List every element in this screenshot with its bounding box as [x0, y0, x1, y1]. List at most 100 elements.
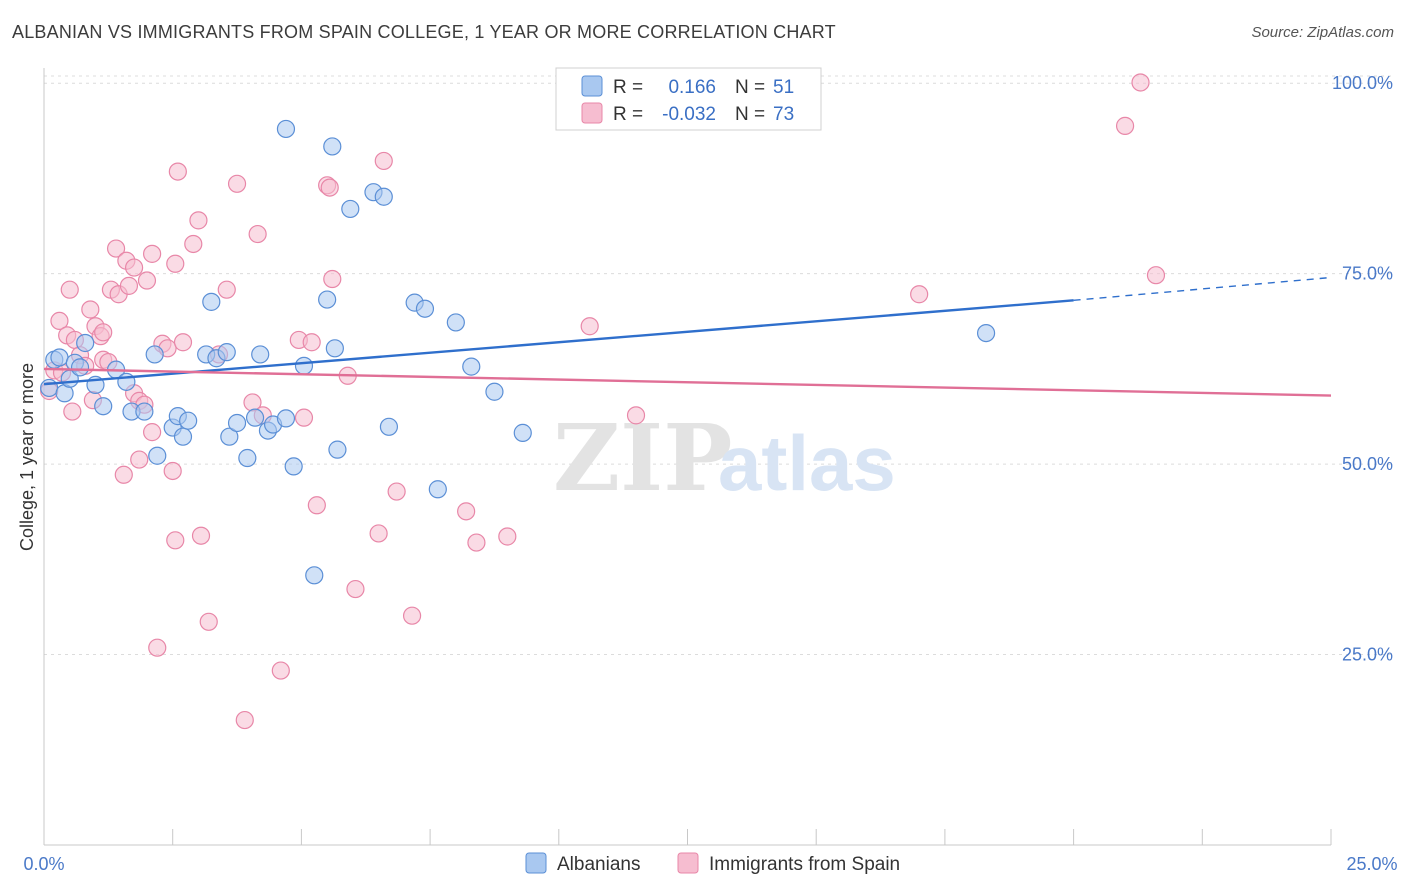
point-spain [124, 258, 144, 277]
point-albanians [148, 446, 167, 465]
point-spain [168, 162, 187, 181]
point-albanians [276, 409, 296, 428]
point-albanians [202, 292, 221, 311]
point-spain [184, 234, 203, 254]
point-albanians [70, 358, 90, 377]
series-albanians [40, 119, 996, 585]
point-albanians [305, 566, 324, 585]
y-tick-label-75: 75.0% [1342, 264, 1393, 284]
point-spain [143, 423, 162, 442]
point-spain [106, 239, 126, 258]
point-spain [910, 285, 929, 304]
point-albanians [379, 417, 399, 436]
series-immigrants-from-spain [40, 73, 1166, 730]
legend-r-label-spain: R = [613, 104, 643, 125]
source-credit: Source: ZipAtlas.com [1251, 24, 1394, 41]
point-spain [217, 280, 236, 299]
axes [43, 68, 1332, 846]
legend-r-value-spain: -0.032 [662, 104, 716, 125]
x-tick-labels: 0.0% 25.0% [23, 854, 1397, 874]
legend-swatch-albanians [581, 75, 603, 97]
point-albanians [325, 339, 344, 358]
bottom-legend-swatch-spain [677, 852, 699, 874]
point-spain [387, 482, 406, 501]
point-albanians [294, 356, 314, 375]
point-spain [369, 524, 388, 543]
point-spain [1146, 266, 1166, 285]
point-spain [374, 151, 393, 171]
point-albanians [485, 382, 504, 401]
x-tick-label-max: 25.0% [1346, 854, 1397, 874]
point-spain [626, 406, 646, 425]
point-albanians [179, 411, 198, 430]
point-spain [580, 317, 599, 336]
gridlines [44, 75, 1391, 656]
point-spain [467, 533, 486, 552]
point-albanians [173, 427, 193, 446]
bottom-legend: Albanians Immigrants from Spain [525, 852, 900, 875]
y-tick-labels: 25.0% 50.0% 75.0% 100.0% [1332, 73, 1393, 664]
chart-title: ALBANIAN VS IMMIGRANTS FROM SPAIN COLLEG… [12, 22, 836, 42]
point-spain [114, 465, 133, 484]
point-spain [163, 461, 182, 481]
point-albanians [245, 408, 265, 427]
point-spain [137, 271, 157, 290]
trend-lines [43, 276, 1332, 397]
point-spain [307, 496, 326, 515]
point-albanians [251, 345, 270, 364]
point-spain [166, 531, 185, 550]
point-albanians [238, 448, 257, 468]
point-albanians [323, 137, 342, 156]
point-spain [173, 333, 193, 352]
point-spain [323, 269, 342, 289]
point-spain [227, 174, 247, 193]
point-albanians [276, 119, 296, 139]
point-albanians [227, 413, 247, 433]
point-albanians [328, 440, 347, 459]
point-spain [148, 638, 167, 657]
legend-box: R = 0.166 N = 51 R = -0.032 N = 73 [555, 67, 822, 131]
x-tick-label-min: 0.0% [23, 854, 64, 874]
trend-line-albanians [43, 299, 1074, 386]
y-tick-label-25: 25.0% [1342, 645, 1393, 665]
legend-n-value-spain: 73 [773, 104, 794, 125]
y-tick-label-100: 100.0% [1332, 73, 1393, 93]
point-spain [130, 450, 149, 469]
point-spain [498, 527, 517, 546]
point-albanians [50, 348, 69, 367]
point-albanians [217, 343, 236, 362]
point-albanians [318, 290, 337, 309]
point-albanians [145, 345, 164, 364]
point-albanians [94, 397, 113, 416]
point-spain [60, 280, 79, 299]
legend-n-label-spain: N = [735, 104, 765, 125]
point-spain [271, 661, 290, 680]
point-spain [191, 526, 211, 545]
point-albanians [284, 457, 303, 476]
y-tick-label-50: 50.0% [1342, 454, 1393, 474]
point-spain [119, 276, 139, 295]
point-spain [320, 178, 339, 197]
watermark-zip: ZIP [553, 404, 732, 512]
trend-line-spain [43, 367, 1332, 397]
point-albanians [76, 333, 95, 353]
bottom-legend-label-spain: Immigrants from Spain [709, 854, 900, 875]
legend-swatch-spain [581, 102, 603, 124]
watermark: ZIP atlas [553, 404, 896, 512]
point-albanians [341, 199, 360, 219]
bottom-legend-label-albanians: Albanians [557, 854, 640, 875]
point-spain [199, 612, 218, 631]
point-albanians [428, 480, 447, 499]
point-albanians [135, 402, 154, 421]
point-spain [143, 244, 162, 263]
point-albanians [374, 187, 393, 206]
point-spain [166, 254, 185, 273]
point-albanians [446, 313, 465, 332]
point-albanians [40, 378, 59, 398]
point-spain [457, 502, 476, 521]
point-spain [63, 402, 82, 421]
point-albanians [220, 427, 239, 446]
legend-n-label-albanians: N = [735, 77, 765, 98]
point-spain [294, 408, 314, 427]
point-albanians [976, 323, 996, 343]
